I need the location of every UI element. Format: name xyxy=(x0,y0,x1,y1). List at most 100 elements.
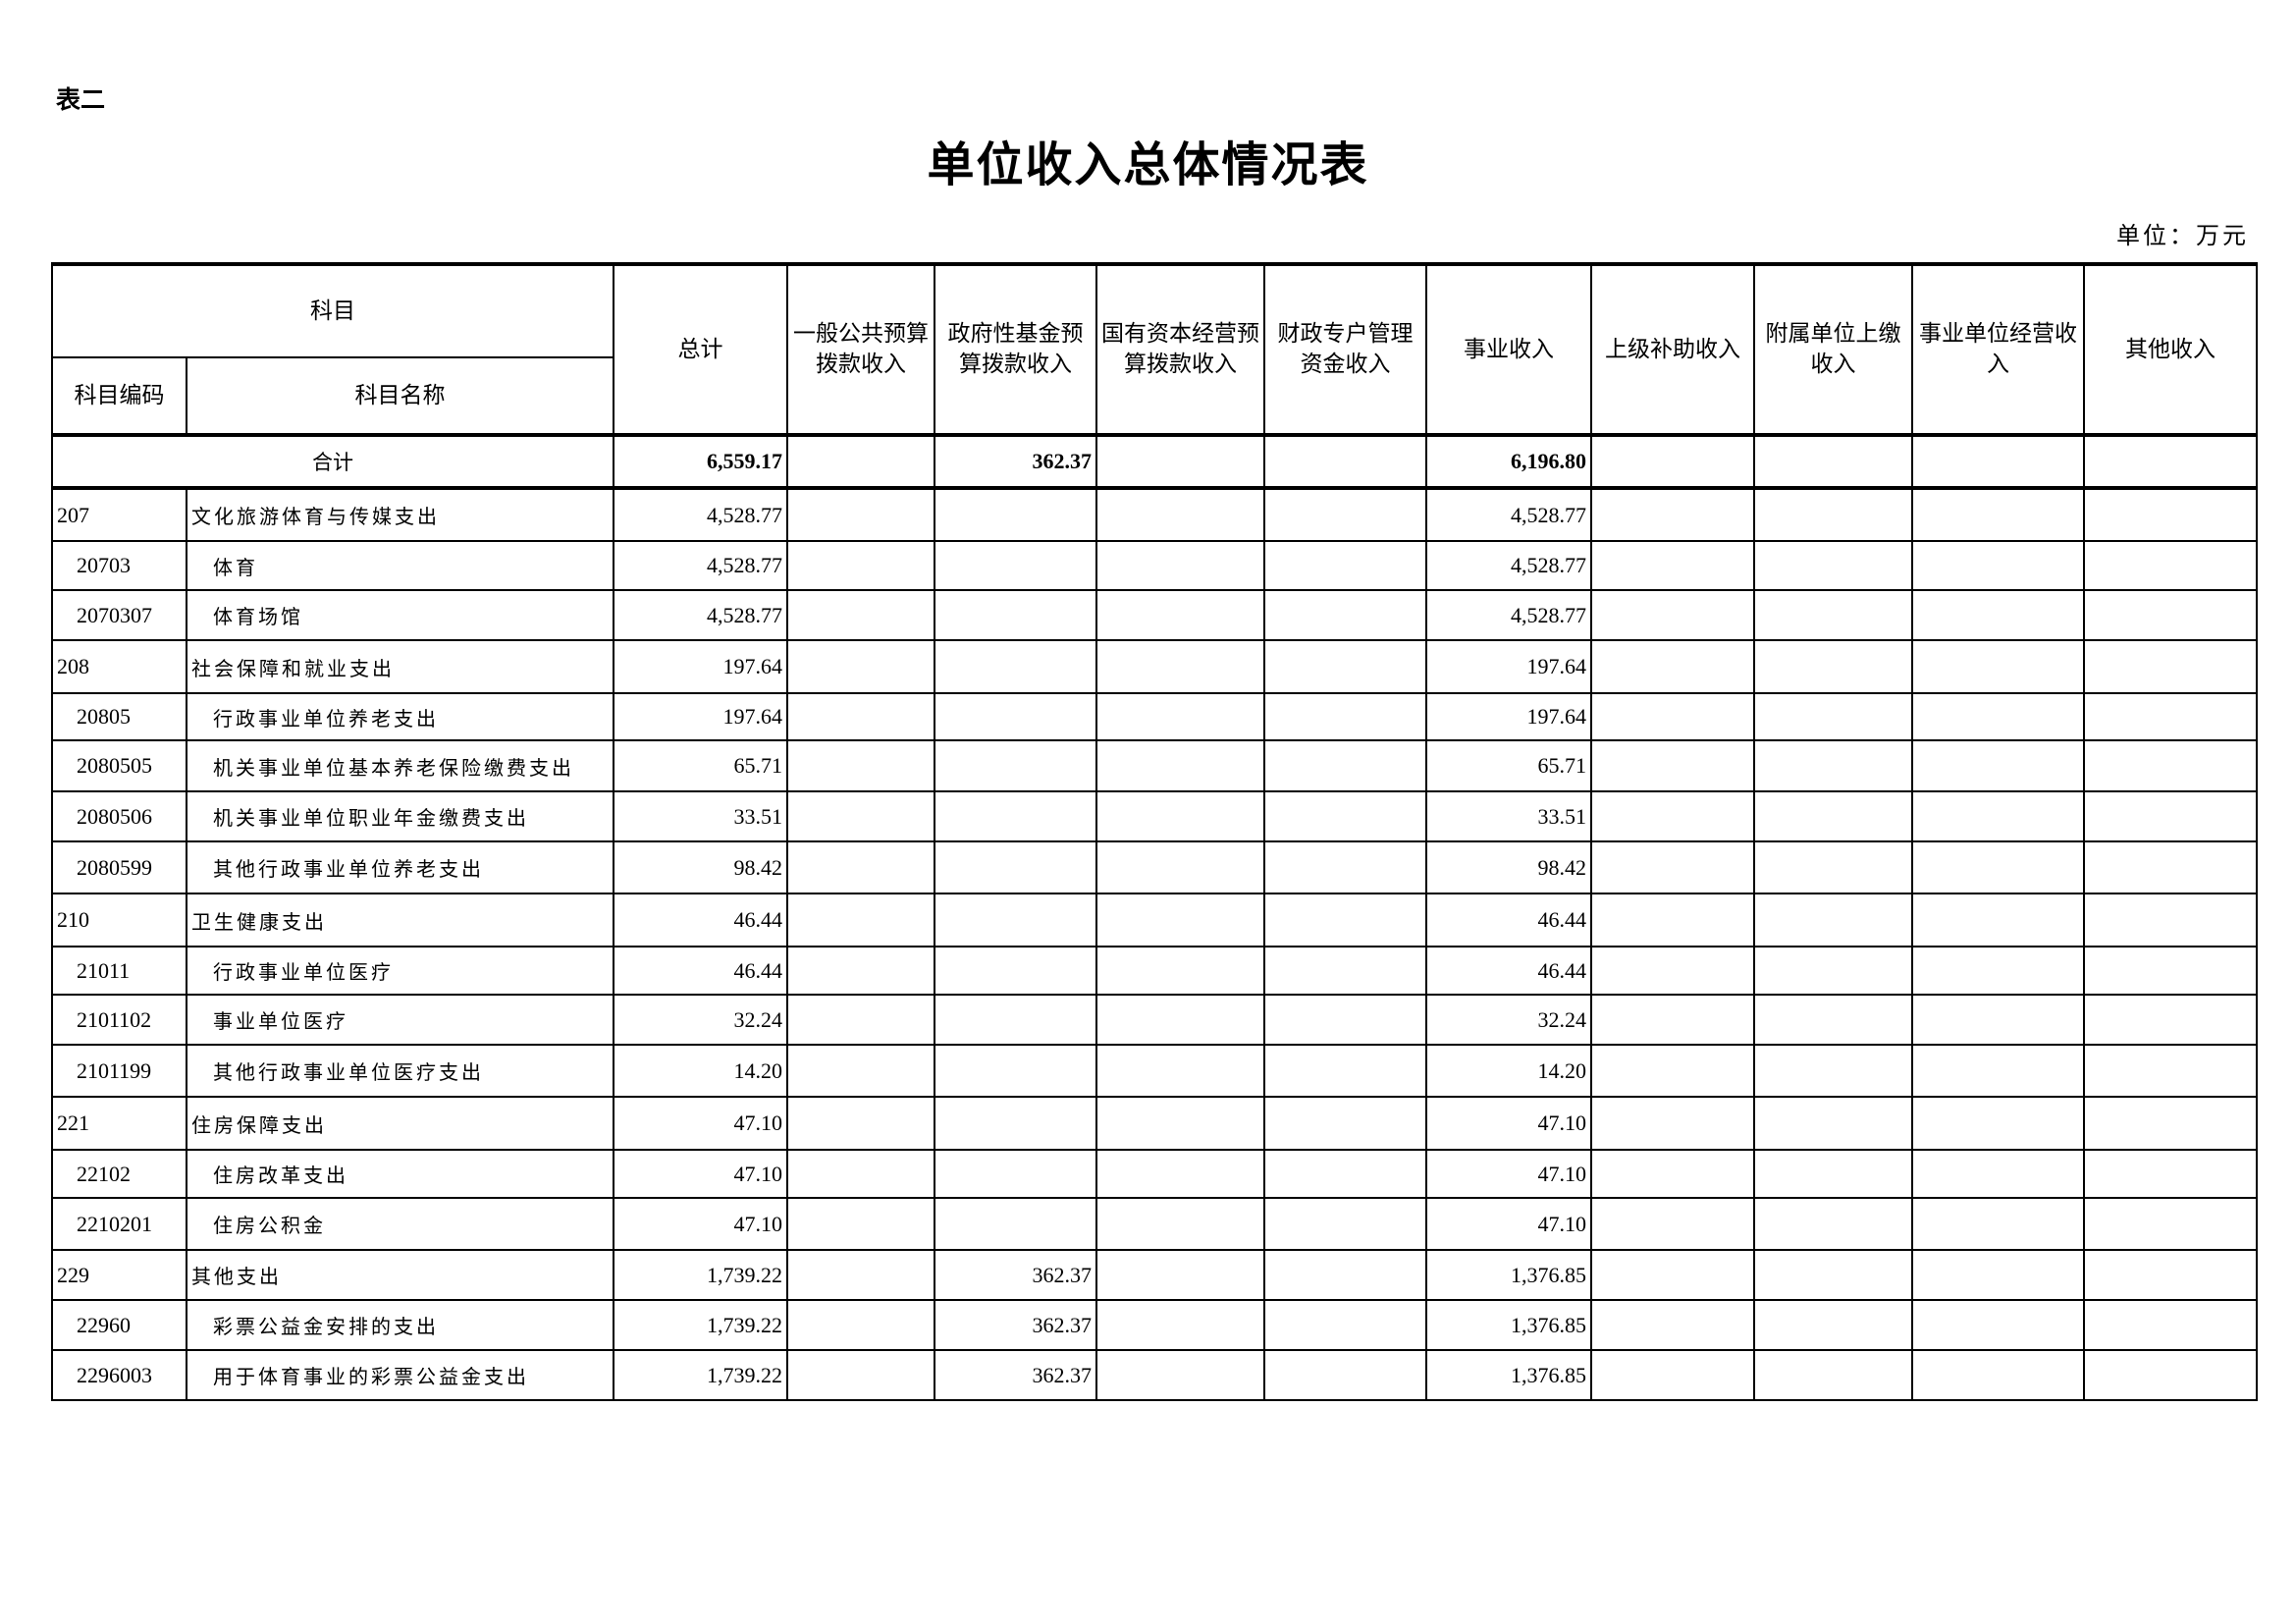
cell-value xyxy=(786,487,935,542)
cell-value xyxy=(934,946,1097,996)
cell-value xyxy=(1095,1249,1265,1301)
cell-value xyxy=(1911,739,2085,792)
header-col: 其他收入 xyxy=(2083,262,2258,436)
cell-value: 4,528.77 xyxy=(613,487,788,542)
cell-value xyxy=(2083,739,2258,792)
total-value: 362.37 xyxy=(934,433,1097,490)
cell-value: 1,739.22 xyxy=(613,1299,788,1351)
subject-name: 机关事业单位基本养老保险缴费支出 xyxy=(186,739,614,792)
cell-value xyxy=(786,1096,935,1151)
cell-value xyxy=(1263,487,1427,542)
subject-name: 住房改革支出 xyxy=(186,1149,614,1199)
cell-value: 65.71 xyxy=(1425,739,1592,792)
subject-code: 207 xyxy=(51,487,187,542)
header-code: 科目编码 xyxy=(51,356,187,436)
cell-value: 46.44 xyxy=(1425,893,1592,947)
cell-value xyxy=(934,692,1097,741)
subject-name: 其他行政事业单位养老支出 xyxy=(186,840,614,894)
cell-value xyxy=(1590,1249,1755,1301)
cell-value xyxy=(1911,946,2085,996)
cell-value xyxy=(1095,790,1265,842)
cell-value xyxy=(1263,1349,1427,1401)
page-title: 单位收入总体情况表 xyxy=(927,137,1369,192)
cell-value xyxy=(1590,994,1755,1046)
cell-value xyxy=(1911,840,2085,894)
cell-value: 1,376.85 xyxy=(1425,1299,1592,1351)
table-row: 2080505 机关事业单位基本养老保险缴费支出 65.71 65.71 xyxy=(51,739,2258,792)
cell-value: 46.44 xyxy=(1425,946,1592,996)
subject-name: 事业单位医疗 xyxy=(186,994,614,1046)
cell-value: 65.71 xyxy=(613,739,788,792)
cell-value xyxy=(1263,739,1427,792)
cell-value xyxy=(1911,1044,2085,1098)
cell-value xyxy=(2083,692,2258,741)
cell-value xyxy=(934,639,1097,694)
cell-value: 197.64 xyxy=(1425,639,1592,694)
cell-value xyxy=(934,589,1097,641)
subject-name: 其他支出 xyxy=(186,1249,614,1301)
cell-value xyxy=(1095,893,1265,947)
cell-value xyxy=(1263,946,1427,996)
cell-value xyxy=(1911,1197,2085,1251)
cell-value xyxy=(1753,540,1913,591)
subject-name: 住房保障支出 xyxy=(186,1096,614,1151)
income-table: 科目 总计 一般公共预算拨款收入 政府性基金预算拨款收入 国有资本经营预算拨款收… xyxy=(51,262,2258,1401)
cell-value: 47.10 xyxy=(613,1149,788,1199)
table-row: 208 社会保障和就业支出 197.64 197.64 xyxy=(51,639,2258,694)
cell-value xyxy=(1590,1149,1755,1199)
cell-value xyxy=(1590,790,1755,842)
cell-value: 4,528.77 xyxy=(613,589,788,641)
table-row: 2070307 体育场馆 4,528.77 4,528.77 xyxy=(51,589,2258,641)
subject-code: 20805 xyxy=(51,692,187,741)
cell-value xyxy=(1911,1349,2085,1401)
cell-value: 14.20 xyxy=(1425,1044,1592,1098)
cell-value: 362.37 xyxy=(934,1349,1097,1401)
table-row: 207 文化旅游体育与传媒支出 4,528.77 4,528.77 xyxy=(51,487,2258,542)
cell-value xyxy=(934,994,1097,1046)
table-row: 229 其他支出 1,739.22 362.37 1,376.85 xyxy=(51,1249,2258,1301)
cell-value: 197.64 xyxy=(1425,692,1592,741)
cell-value xyxy=(1263,1044,1427,1098)
cell-value xyxy=(1590,739,1755,792)
cell-value xyxy=(1590,893,1755,947)
cell-value xyxy=(1590,1197,1755,1251)
cell-value: 32.24 xyxy=(1425,994,1592,1046)
cell-value xyxy=(934,1096,1097,1151)
cell-value xyxy=(1753,994,1913,1046)
unit-label: 单位：万元 xyxy=(2116,222,2249,249)
cell-value xyxy=(786,692,935,741)
cell-value xyxy=(2083,540,2258,591)
cell-value xyxy=(1095,840,1265,894)
cell-value xyxy=(1095,692,1265,741)
cell-value xyxy=(1590,1044,1755,1098)
cell-value xyxy=(1263,1149,1427,1199)
cell-value: 362.37 xyxy=(934,1299,1097,1351)
table-row: 21011 行政事业单位医疗 46.44 46.44 xyxy=(51,946,2258,996)
cell-value xyxy=(1753,1044,1913,1098)
cell-value xyxy=(1263,1197,1427,1251)
cell-value xyxy=(1590,946,1755,996)
cell-value xyxy=(934,739,1097,792)
cell-value: 33.51 xyxy=(613,790,788,842)
cell-value xyxy=(1095,739,1265,792)
cell-value xyxy=(1753,1249,1913,1301)
cell-value: 98.42 xyxy=(1425,840,1592,894)
cell-value xyxy=(1590,840,1755,894)
cell-value xyxy=(786,1149,935,1199)
cell-value xyxy=(2083,589,2258,641)
cell-value xyxy=(934,1149,1097,1199)
table-row: 22960 彩票公益金安排的支出 1,739.22 362.37 1,376.85 xyxy=(51,1299,2258,1351)
subject-code: 2210201 xyxy=(51,1197,187,1251)
subject-code: 2101102 xyxy=(51,994,187,1046)
cell-value: 362.37 xyxy=(934,1249,1097,1301)
cell-value xyxy=(1911,540,2085,591)
subject-name: 体育场馆 xyxy=(186,589,614,641)
cell-value: 197.64 xyxy=(613,639,788,694)
header-col: 国有资本经营预算拨款收入 xyxy=(1095,262,1265,436)
subject-code: 229 xyxy=(51,1249,187,1301)
subject-code: 2080505 xyxy=(51,739,187,792)
cell-value: 4,528.77 xyxy=(1425,487,1592,542)
subject-name: 机关事业单位职业年金缴费支出 xyxy=(186,790,614,842)
total-value xyxy=(1095,433,1265,490)
table-row: 20805 行政事业单位养老支出 197.64 197.64 xyxy=(51,692,2258,741)
